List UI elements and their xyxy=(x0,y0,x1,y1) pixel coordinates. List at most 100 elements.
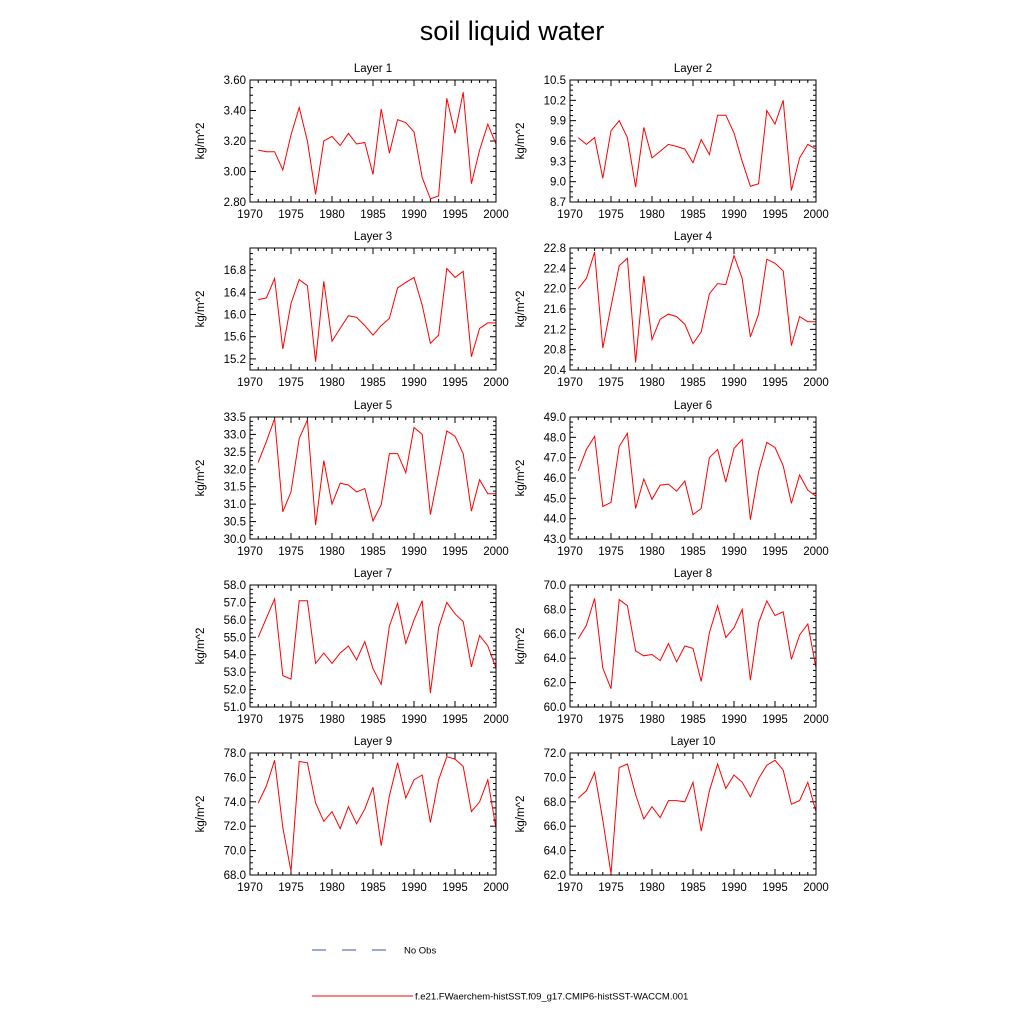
y-tick-label: 30.5 xyxy=(224,517,246,529)
x-tick-label: 1990 xyxy=(721,546,747,558)
y-tick-label: 15.6 xyxy=(224,332,246,344)
y-tick-label: 9.0 xyxy=(550,177,566,189)
y-tick-label: 8.7 xyxy=(550,197,566,209)
x-tick-label: 1980 xyxy=(639,209,665,221)
x-tick-label: 1985 xyxy=(360,209,386,221)
legend: No Obs f.e21.FWaerchem-histSST.f09_g17.C… xyxy=(312,946,688,1003)
y-tick-label: 62.0 xyxy=(544,678,566,690)
y-tick-label: 9.3 xyxy=(550,156,566,168)
y-tick-label: 21.2 xyxy=(544,324,566,336)
panel-title: Layer 2 xyxy=(674,63,712,75)
x-tick-label: 1990 xyxy=(721,714,747,726)
x-tick-label: 1975 xyxy=(278,546,304,558)
x-tick-label: 2000 xyxy=(483,209,509,221)
y-tick-label: 47.0 xyxy=(544,453,566,465)
x-tick-label: 1985 xyxy=(680,546,706,558)
y-tick-label: 31.5 xyxy=(224,482,246,494)
panel-8: Layer 8 kg/m^2 1970 1975 1980 1985 1990 1995 200… xyxy=(515,568,829,726)
x-tick-label: 1970 xyxy=(557,714,583,726)
panel-title: Layer 9 xyxy=(354,736,392,748)
plot-frame xyxy=(249,752,497,876)
y-axis-label: kg/m^2 xyxy=(515,796,527,833)
x-tick-label: 1990 xyxy=(401,882,427,894)
x-tick-label: 1980 xyxy=(639,714,665,726)
x-tick-label: 1970 xyxy=(237,714,263,726)
x-tick-label: 1985 xyxy=(680,377,706,389)
series-line xyxy=(577,759,817,874)
x-tick-label: 1985 xyxy=(680,882,706,894)
y-tick-label: 56.0 xyxy=(224,615,246,627)
plot-frame xyxy=(569,79,817,203)
x-tick-label: 1975 xyxy=(278,714,304,726)
y-tick-label: 20.8 xyxy=(544,345,566,357)
y-tick-label: 15.2 xyxy=(224,354,246,366)
y-tick-label: 44.0 xyxy=(544,514,566,526)
y-tick-label: 21.6 xyxy=(544,304,566,316)
x-tick-label: 1975 xyxy=(598,209,624,221)
y-tick-label: 78.0 xyxy=(224,748,246,760)
x-tick-label: 1985 xyxy=(680,209,706,221)
series-line xyxy=(577,100,817,191)
series-line xyxy=(257,418,496,526)
y-tick-label: 66.0 xyxy=(544,629,566,641)
y-tick-label: 3.00 xyxy=(224,167,246,179)
series-line xyxy=(577,251,816,363)
y-tick-label: 68.0 xyxy=(544,797,566,809)
y-tick-label: 57.0 xyxy=(224,597,246,609)
plot-frame xyxy=(569,584,817,708)
panel-title: Layer 1 xyxy=(354,63,392,75)
series-line xyxy=(257,756,497,872)
y-axis-label: kg/m^2 xyxy=(195,460,207,497)
x-tick-label: 1975 xyxy=(598,377,624,389)
y-tick-label: 54.0 xyxy=(224,650,246,662)
x-tick-label: 1970 xyxy=(237,546,263,558)
y-tick-label: 32.0 xyxy=(224,464,246,476)
x-tick-label: 1975 xyxy=(598,546,624,558)
x-tick-label: 1985 xyxy=(360,714,386,726)
y-tick-label: 30.0 xyxy=(224,534,246,546)
x-tick-label: 1995 xyxy=(762,882,788,894)
y-tick-label: 22.0 xyxy=(544,284,566,296)
series-line xyxy=(257,596,497,694)
y-tick-label: 3.60 xyxy=(224,75,246,87)
panel-10: Layer 10 kg/m^2 1970 1975 1980 1985 1990 1995 20… xyxy=(515,736,829,894)
panel-title: Layer 4 xyxy=(674,231,713,243)
y-tick-label: 16.8 xyxy=(224,265,246,277)
x-tick-label: 1980 xyxy=(639,377,665,389)
y-tick-label: 31.0 xyxy=(224,499,246,511)
plot-frame xyxy=(569,247,817,371)
panel-title: Layer 8 xyxy=(674,568,712,580)
y-tick-label: 52.0 xyxy=(224,685,246,697)
x-tick-label: 1970 xyxy=(557,209,583,221)
panel-9: Layer 9 kg/m^2 1970 1975 1980 1985 1990 1995 200… xyxy=(195,736,509,894)
y-tick-label: 49.0 xyxy=(544,412,566,424)
x-tick-label: 1995 xyxy=(442,377,468,389)
legend-label-model: f.e21.FWaerchem-histSST.f09_g17.CMIP6-hi… xyxy=(415,992,688,1003)
y-tick-label: 9.9 xyxy=(550,116,566,128)
y-tick-label: 16.4 xyxy=(224,287,247,299)
y-tick-label: 43.0 xyxy=(544,534,566,546)
y-tick-label: 66.0 xyxy=(544,821,566,833)
y-axis-label: kg/m^2 xyxy=(515,460,527,497)
figure-title: soil liquid water xyxy=(420,16,605,46)
y-tick-label: 62.0 xyxy=(544,870,566,882)
x-tick-label: 1970 xyxy=(237,209,263,221)
x-tick-label: 1995 xyxy=(442,546,468,558)
x-tick-label: 1980 xyxy=(639,882,665,894)
x-tick-label: 1975 xyxy=(598,882,624,894)
x-tick-label: 1990 xyxy=(721,377,747,389)
x-tick-label: 2000 xyxy=(803,377,829,389)
y-tick-label: 70.0 xyxy=(544,580,566,592)
y-tick-label: 53.0 xyxy=(224,667,246,679)
x-tick-label: 1990 xyxy=(401,546,427,558)
y-tick-label: 55.0 xyxy=(224,632,246,644)
y-tick-label: 70.0 xyxy=(544,772,566,784)
x-tick-label: 1980 xyxy=(319,714,345,726)
panels: Layer 1 kg/m^2 1970 1975 1980 1985 1990 1995 200… xyxy=(195,63,829,894)
plot-frame xyxy=(249,79,497,203)
x-tick-label: 1975 xyxy=(278,882,304,894)
panel-title: Layer 3 xyxy=(354,231,392,243)
y-tick-label: 72.0 xyxy=(224,821,246,833)
y-tick-label: 20.4 xyxy=(544,365,567,377)
x-tick-label: 1970 xyxy=(237,377,263,389)
